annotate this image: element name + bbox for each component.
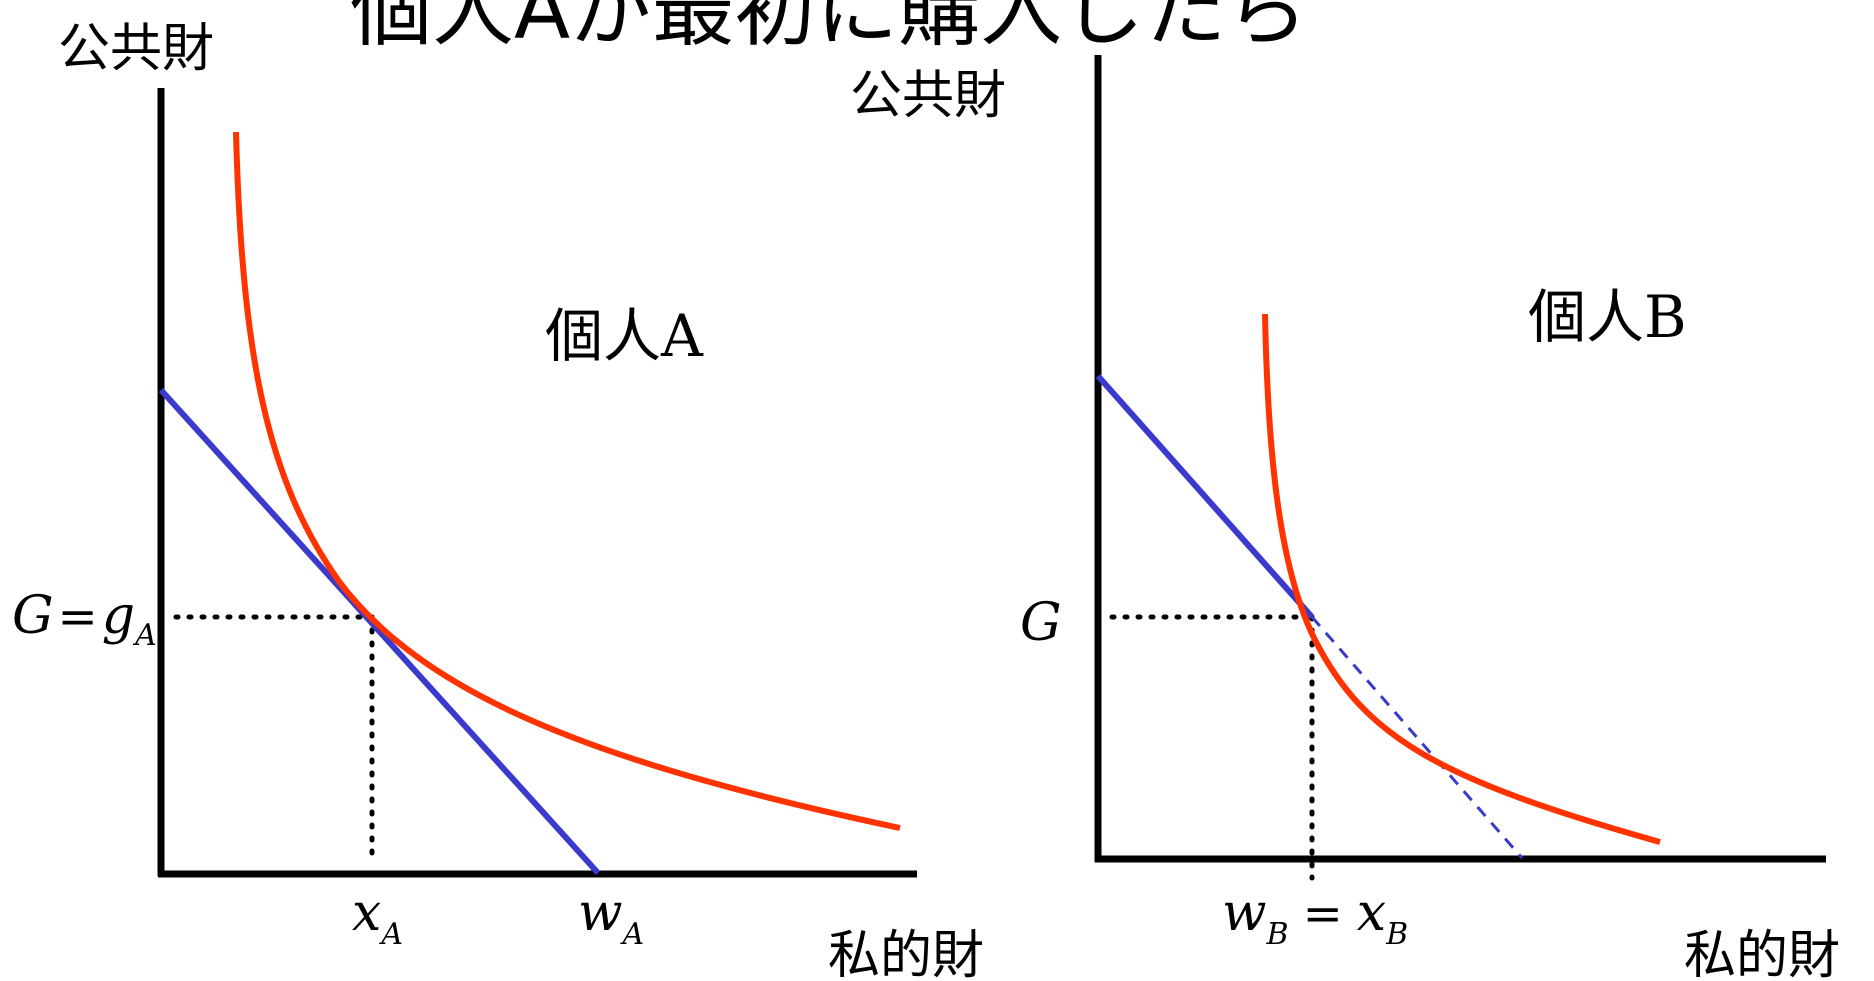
slide-title: 個人Aが最初に購入したら <box>350 0 1308 58</box>
panel-b-x-marker: wB = xB <box>1222 883 1408 952</box>
panel-a-x-marker-xa: xA <box>352 883 403 952</box>
panel-b-y-axis-label: 公共財 <box>850 66 1006 126</box>
panel-b-budget-line-extension <box>1310 616 1524 859</box>
panel-a-indifference-curve <box>233 131 901 831</box>
panel-a: 公共財 私的財 個人A G=gA xA wA <box>12 19 984 981</box>
panel-a-y-axis-label: 公共財 <box>58 19 214 79</box>
panel-a-y-marker: G=gA <box>12 586 157 653</box>
panel-a-label: 個人A <box>545 302 704 370</box>
panel-b-label: 個人B <box>1528 283 1687 351</box>
panel-b: 公共財 私的財 個人B G wB = xB <box>850 55 1840 981</box>
panel-b-x-axis-label: 私的財 <box>1684 926 1840 981</box>
panel-a-x-axis-label: 私的財 <box>828 926 984 981</box>
panel-b-y-marker: G <box>1020 593 1062 653</box>
panel-a-budget-line <box>158 387 601 876</box>
panel-a-x-marker-wa: wA <box>578 883 644 952</box>
panel-b-indifference-curve <box>1262 313 1661 845</box>
panel-b-budget-line <box>1095 374 1315 619</box>
